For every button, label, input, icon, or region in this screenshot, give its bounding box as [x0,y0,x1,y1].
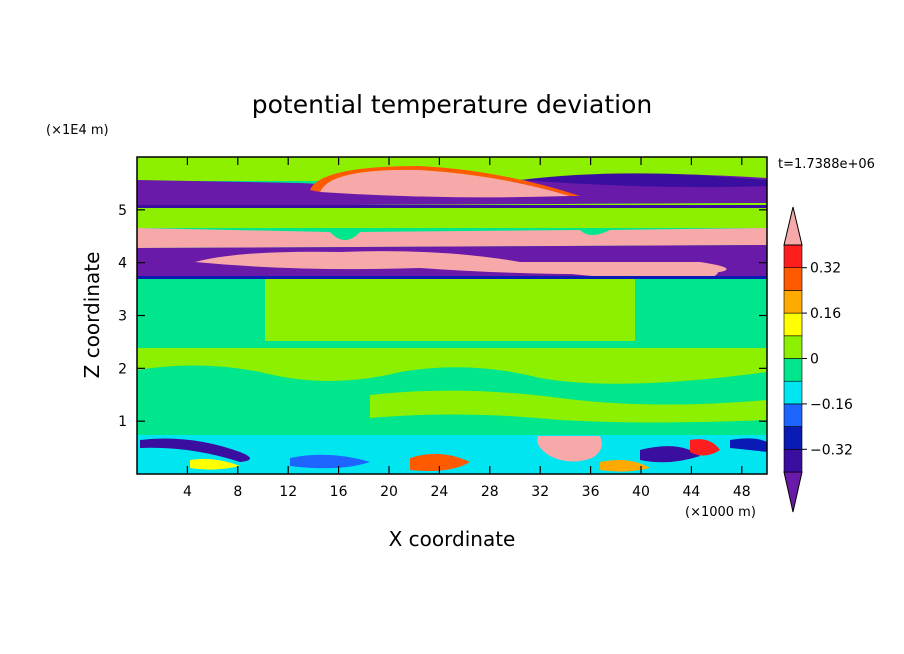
x-tick-label: 48 [733,484,751,500]
pink-lens-right [540,264,718,279]
band-green-strip [137,203,767,228]
x-tick-label: 4 [183,484,192,500]
bottom-orange-1 [410,453,470,471]
colorbar-segment [783,335,803,359]
x-tick-label: 8 [233,484,242,500]
band-edge-line [137,205,767,208]
y-axis-label: Z coordinate [80,252,104,379]
colorbar-tick-label: 0.32 [810,261,841,277]
bottom-red-1 [690,439,720,456]
y-tick-label: 4 [118,256,127,272]
chart-title: potential temperature deviation [252,90,652,119]
x-tick-label: 44 [682,484,700,500]
time-label: t=1.7388e+06 [778,157,875,172]
colorbar-extend-high [783,206,803,246]
colorbar-tick-label: 0 [810,352,819,368]
pink-lens-upper-edge [310,166,580,196]
x-tick-label: 36 [582,484,600,500]
colorbar-segment [783,312,803,337]
pink-lens-upper [320,169,570,198]
bottom-blue-swirl-3 [640,446,700,463]
bottom-pink-blob [537,436,602,462]
x-axis: 4 8 12 16 20 24 28 32 36 40 44 48 [183,157,751,500]
y-tick-label: 3 [118,309,127,325]
bottom-blue-swirl-1 [140,438,250,462]
y-axis: 1 2 3 4 5 [118,203,767,430]
colorbar-tick-label: −0.16 [810,397,853,413]
colorbar-segment [783,267,803,291]
colorbar-segment [783,290,803,314]
green-block-left [137,279,265,341]
lower-lime-patch [370,390,767,423]
colorbar-segment [783,403,803,427]
colorbar-segment [783,244,803,269]
colorbar-extend-low [783,471,803,513]
bottom-blue-swirl-2 [290,454,370,469]
green-block [265,279,635,341]
band-pink-middle [137,228,767,248]
y-unit-label: (×1E4 m) [46,123,109,138]
x-tick-label: 32 [531,484,549,500]
bottom-yellow-1 [190,458,240,470]
colorbar-tick-label: 0.16 [810,306,841,322]
x-tick-label: 16 [330,484,348,500]
x-tick-label: 40 [632,484,650,500]
y-tick-label: 2 [118,361,127,377]
band-edge-line-2 [137,276,767,279]
colorbar-segment [783,380,803,405]
x-tick-label: 28 [481,484,499,500]
green-block-right [635,279,767,341]
x-axis-label: X coordinate [389,527,516,551]
x-tick-label: 20 [380,484,398,500]
colorbar-segment [783,426,803,450]
plot-area [137,157,767,474]
bottom-orange-2 [600,460,650,472]
x-unit-label: (×1000 m) [685,505,756,520]
colorbar: 0.32 0.16 0 −0.16 −0.32 [783,206,853,513]
x-tick-label: 24 [430,484,448,500]
x-tick-label: 12 [279,484,297,500]
y-tick-label: 1 [118,414,127,430]
colorbar-tick-label: −0.32 [810,442,853,458]
blue-lens-upper [520,173,767,188]
colorbar-segment [783,448,803,473]
bottom-blue-swirl-4 [730,438,767,452]
y-tick-label: 5 [118,203,127,219]
colorbar-segment [783,358,803,382]
thin-layer [137,343,767,347]
